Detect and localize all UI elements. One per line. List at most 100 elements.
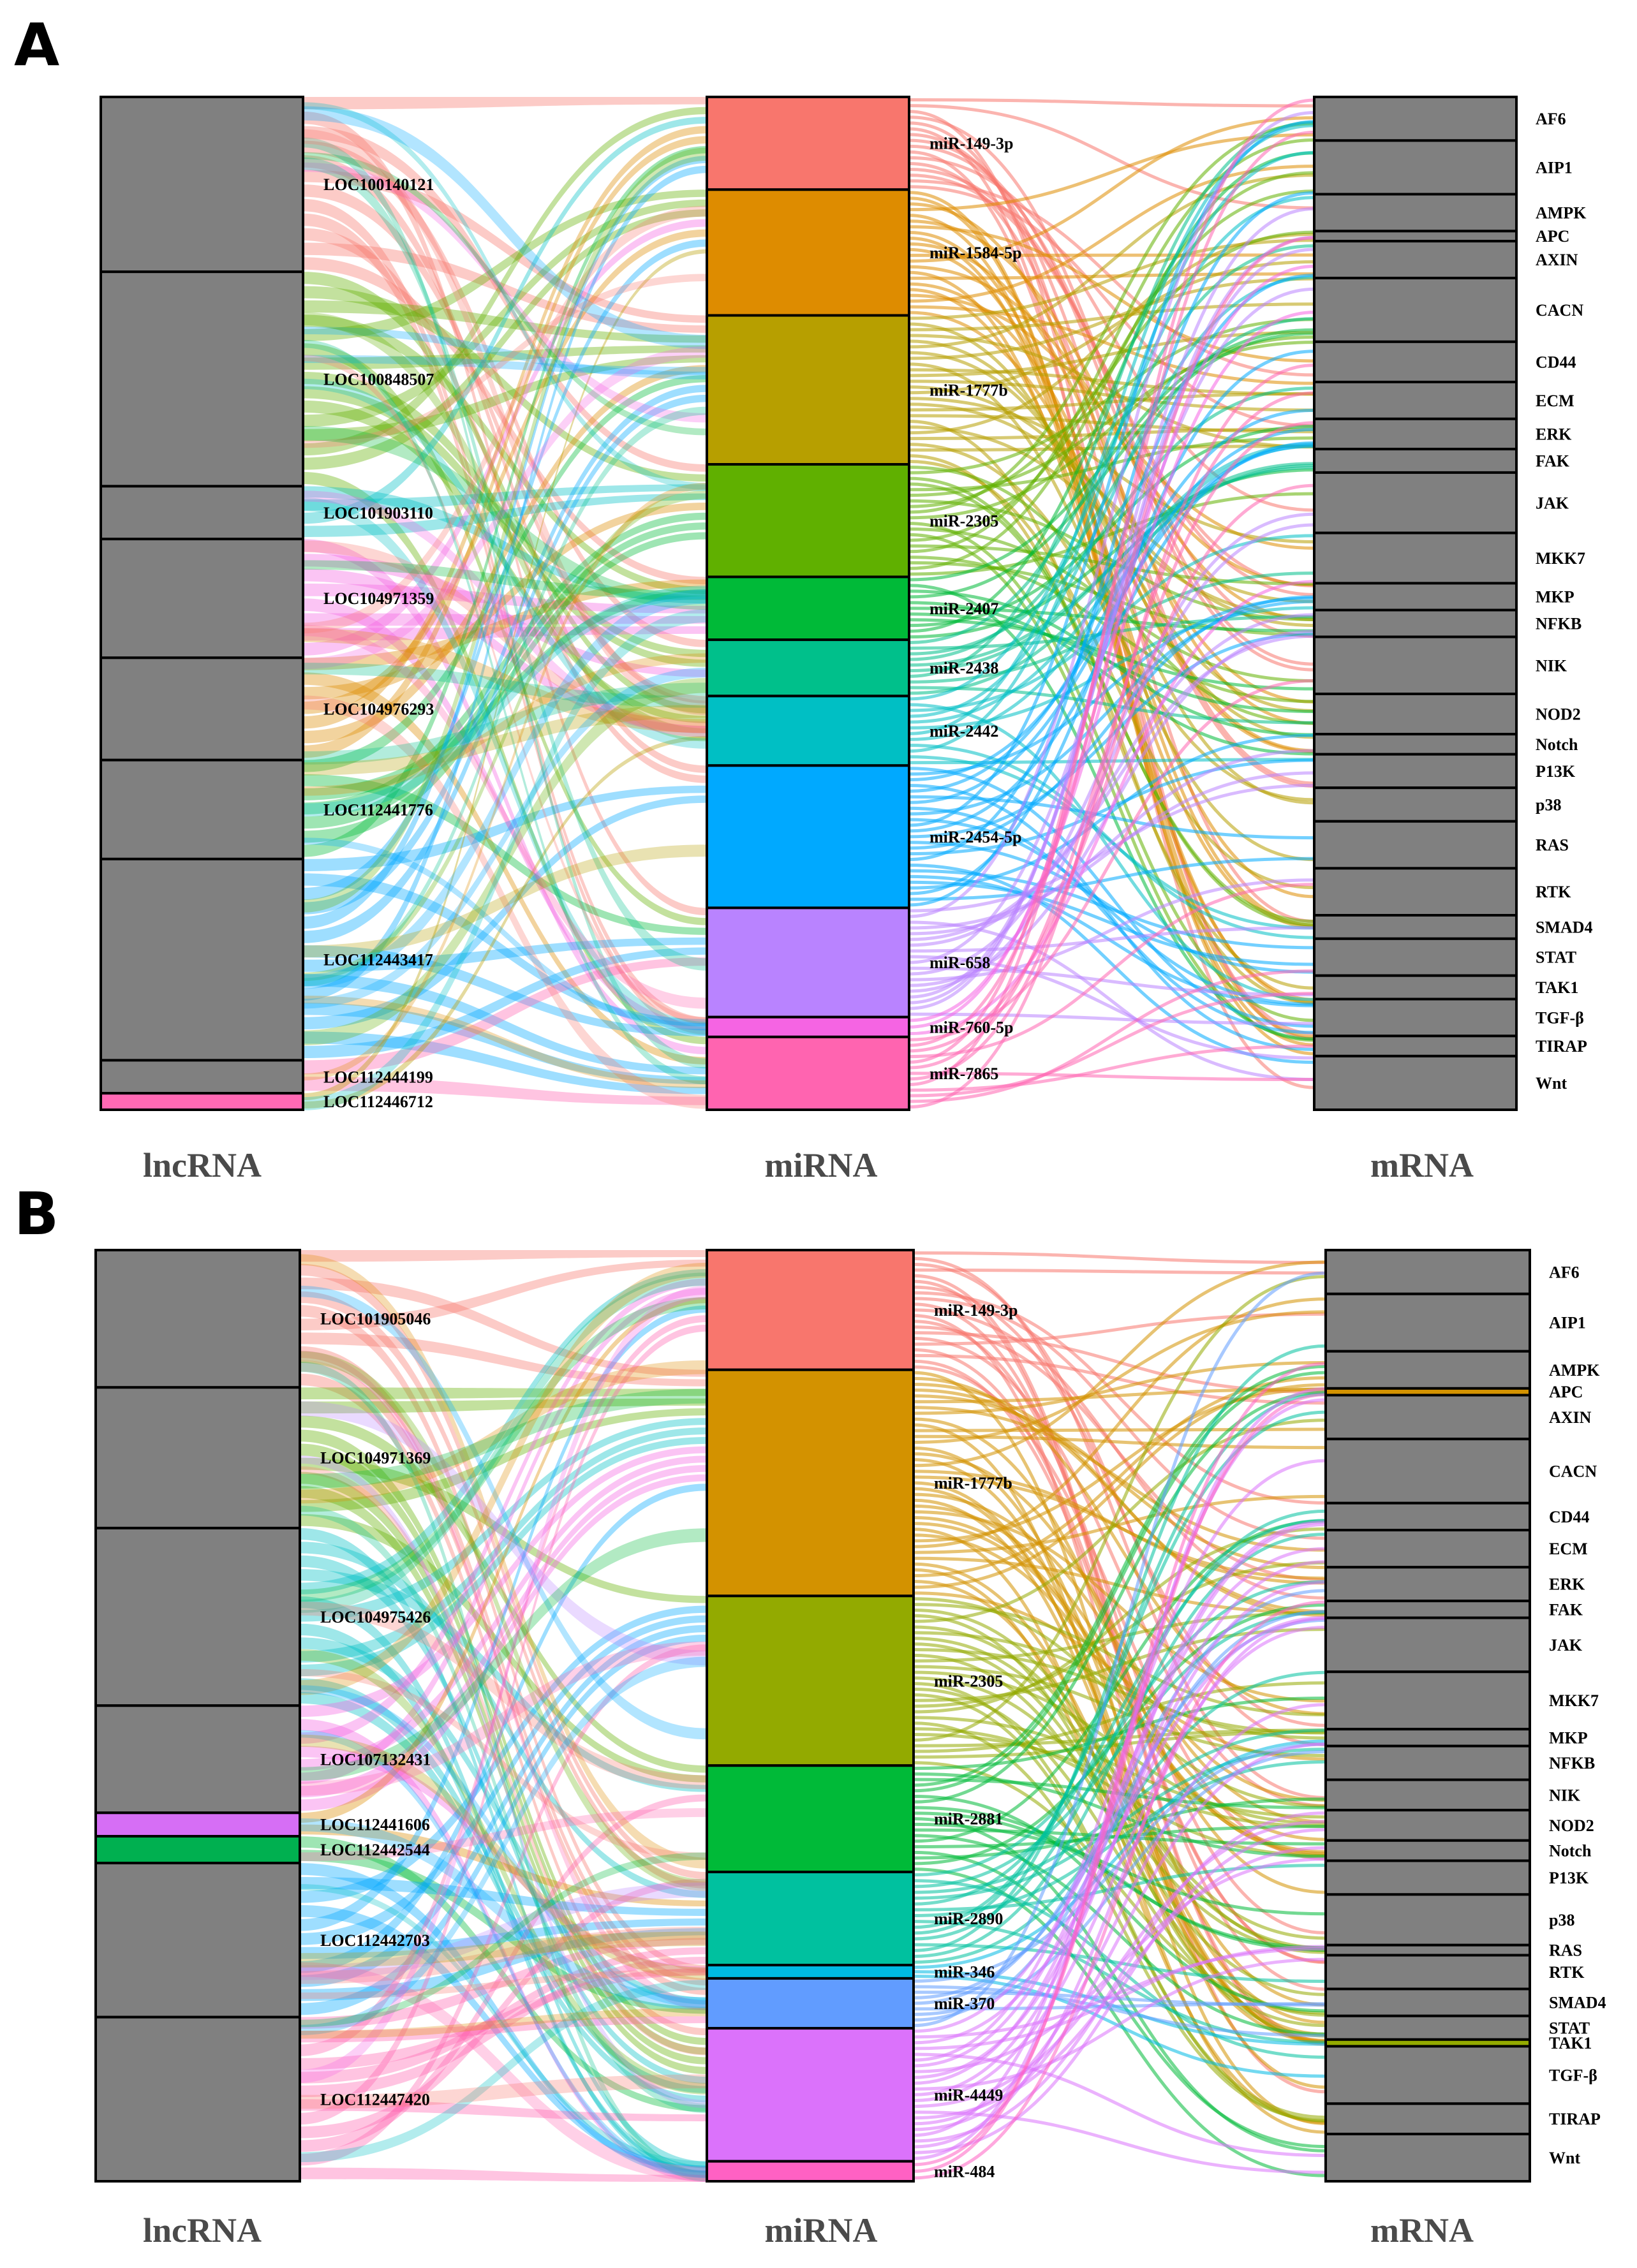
mrna-label-apc: APC: [1549, 1383, 1583, 1401]
flow-link: [303, 490, 707, 737]
mrna-node-stat: [1313, 937, 1518, 977]
flow-link: [908, 121, 1315, 678]
flow-link: [300, 1418, 707, 1622]
flow-link: [300, 1388, 707, 1489]
flow-link: [303, 873, 707, 1027]
flow-link: [303, 609, 707, 1110]
mrna-node-mkk7: [1324, 1670, 1531, 1731]
mrna-label-smad4: SMAD4: [1549, 1994, 1606, 2012]
lncrna-node-loc112442703: [94, 1862, 301, 2019]
flow-link: [300, 1615, 707, 1945]
lncrna-node-loc104971359: [100, 538, 304, 659]
panel-b-axis-mirna: miRNA: [765, 2211, 878, 2250]
flow-link: [913, 1260, 1326, 1468]
mrna-node-tirap: [1324, 2102, 1531, 2135]
flow-link: [913, 1760, 1326, 1918]
panel-a-node-labels: LOC100140121 LOC100848507 LOC101903110 LOC1…: [323, 110, 1593, 1111]
mrna-label-p13k: P13K: [1549, 1869, 1589, 1887]
mrna-node-p13k: [1324, 1859, 1531, 1896]
mrna-node-rtk: [1324, 1954, 1531, 1991]
flow-link: [300, 2074, 707, 2109]
flow-link: [913, 1611, 1326, 1663]
lncrna-label-loc112447420: LOC112447420: [320, 2090, 430, 2109]
mrna-label-erk: ERK: [1549, 1575, 1585, 1594]
mrna-node-tgf: [1324, 2045, 1531, 2105]
mrna-label-rtk: RTK: [1549, 1963, 1585, 1982]
flow-link: [300, 1427, 707, 1663]
mrna-node-cd44: [1324, 1501, 1531, 1532]
flow-link: [300, 1457, 707, 1603]
mrna-label-af6: AF6: [1536, 110, 1566, 128]
flow-link: [303, 126, 707, 472]
mrna-node-nik: [1324, 1778, 1531, 1812]
flow-link: [303, 1077, 707, 1105]
lncrna-label-loc104971369: LOC104971369: [320, 1449, 431, 1468]
flow-link: [300, 1415, 707, 1773]
panel-b-letter: B: [14, 1180, 59, 1248]
mrna-label-ras: RAS: [1536, 836, 1569, 855]
flow-link: [913, 1251, 1326, 1264]
flow-link: [300, 1635, 707, 2015]
flow-link: [300, 1818, 707, 2010]
mrna-node-ras: [1324, 1943, 1531, 1957]
panel-b-axis-lncrna: lncRNA: [143, 2211, 262, 2250]
flow-link: [300, 1734, 707, 1980]
mirna-node-mir-149-3p: [706, 1249, 915, 1371]
flow-link: [303, 136, 707, 758]
flow-link: [300, 1678, 707, 2093]
flow-link: [303, 667, 707, 1009]
panel-a-flows: [303, 97, 1315, 1110]
mrna-node-p38: [1313, 786, 1518, 823]
flow-link: [300, 1324, 707, 2125]
mrna-node-p13k: [1313, 753, 1518, 790]
flow-link: [303, 996, 707, 1089]
mrna-node-cacn: [1313, 276, 1518, 343]
mrna-label-aip1: AIP1: [1536, 158, 1573, 177]
flow-link: [300, 1878, 707, 2139]
flow-link: [913, 1820, 1326, 2109]
lncrna-label-loc101903110: LOC101903110: [323, 504, 433, 522]
flow-link: [303, 957, 707, 1075]
flow-link: [913, 1393, 1326, 2167]
flow-link: [908, 332, 1315, 599]
flow-link: [908, 464, 1315, 695]
flow-link: [303, 156, 707, 929]
mrna-node-aip1: [1324, 1292, 1531, 1353]
flow-link: [300, 1398, 707, 1414]
flow-link: [300, 1250, 707, 1262]
mrna-node-mkp: [1313, 582, 1518, 612]
flow-link: [303, 482, 707, 1080]
flow-link: [303, 974, 707, 1075]
flow-link: [908, 483, 1315, 1053]
mrna-node-af6: [1324, 1249, 1531, 1295]
flow-link: [303, 394, 707, 943]
mrna-label-nfkb: NFKB: [1549, 1754, 1595, 1772]
flow-link: [300, 1836, 707, 2112]
flow-link: [303, 1031, 707, 1094]
flow-link: [303, 343, 707, 925]
flow-link: [908, 236, 1315, 1047]
flow-link: [300, 1332, 707, 1387]
flow-link: [908, 613, 1315, 947]
mrna-node-fak: [1313, 448, 1518, 474]
flow-link: [300, 1285, 707, 2083]
mrna-label-mkk7: MKK7: [1549, 1691, 1599, 1710]
mirna-node-mir-1584-5p: [706, 188, 910, 317]
flow-link: [300, 1346, 707, 1985]
mrna-label-notch: Notch: [1549, 1842, 1592, 1860]
flow-link: [908, 600, 1315, 816]
flow-link: [300, 1254, 707, 1869]
mrna-label-tgf: TGF-β: [1536, 1008, 1584, 1027]
mrna-label-tirap: TIRAP: [1549, 2110, 1601, 2128]
flow-link: [300, 1918, 707, 1959]
flow-link: [908, 420, 1315, 1005]
flow-link: [303, 339, 707, 1085]
flow-link: [913, 1603, 1326, 1866]
flow-link: [303, 386, 707, 667]
mrna-node-axin: [1313, 240, 1518, 279]
mirna-label-mir-346: miR-346: [934, 1963, 995, 1982]
lncrna-node-loc112444199: [100, 1059, 304, 1095]
lncrna-node-loc104976293: [100, 656, 304, 762]
flow-link: [300, 1656, 707, 2035]
flow-link: [908, 883, 1315, 1059]
